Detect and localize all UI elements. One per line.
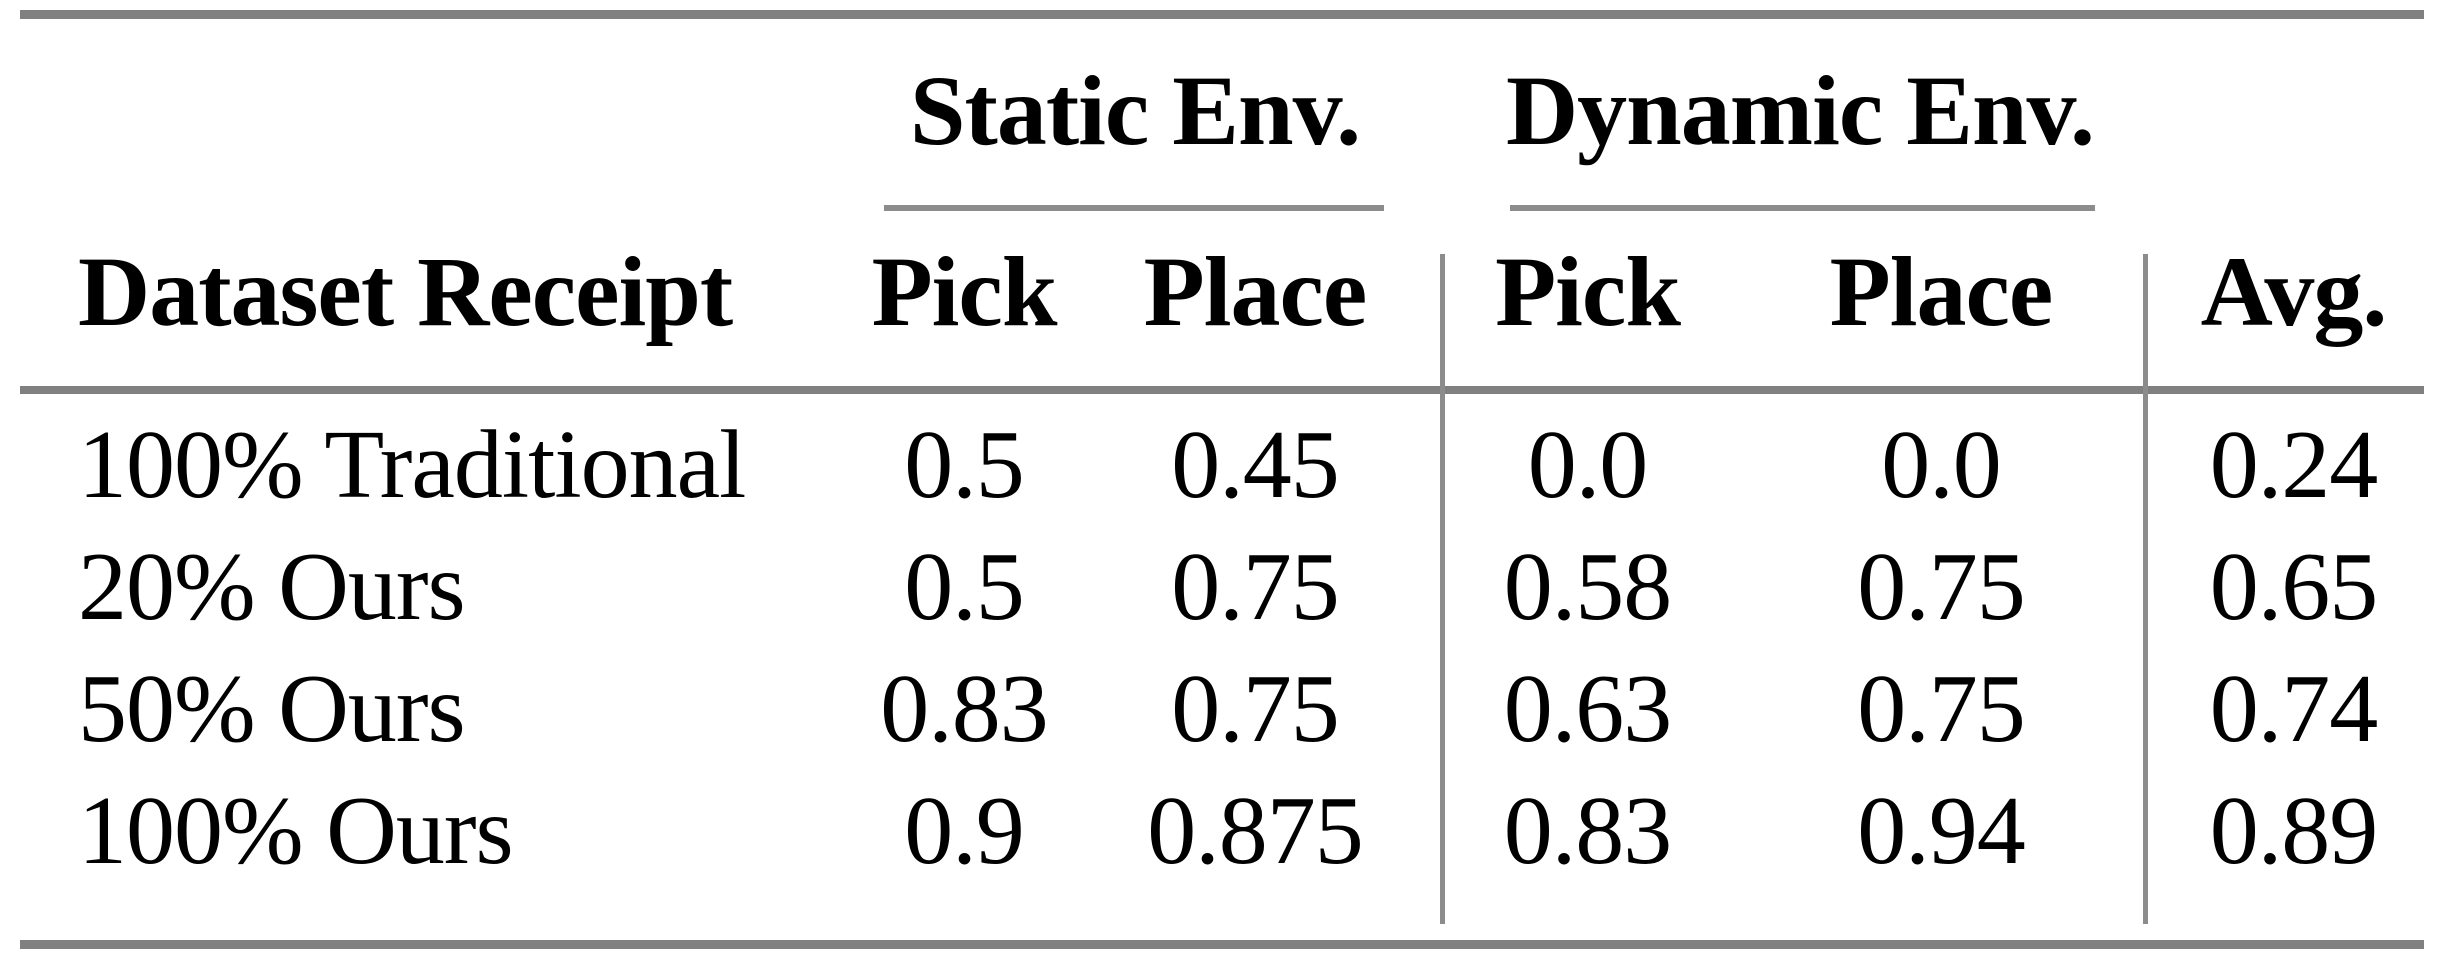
cell-static-place: 0.45 (1171, 411, 1340, 519)
row-label: 50% Ours (78, 655, 466, 763)
column-header-avg: Avg. (2200, 235, 2388, 347)
cell-avg: 0.24 (2209, 411, 2379, 519)
cell-dynamic-place: 0.75 (1857, 533, 2026, 641)
row-label: 100% Ours (78, 777, 514, 885)
cmidrule-static-env (884, 205, 1384, 211)
vertical-rule-dynamic-avg (2143, 254, 2148, 924)
column-header-dynamic-place: Place (1829, 235, 2054, 347)
column-header-row: Dataset Receipt Pick Place Pick Place Av… (0, 216, 2440, 366)
column-header-static-pick: Pick (871, 235, 1058, 347)
cell-dynamic-pick: 0.83 (1503, 777, 1673, 885)
table-bottom-rule (20, 940, 2424, 949)
column-header-dataset-receipt: Dataset Receipt (78, 235, 733, 347)
cell-static-place: 0.75 (1171, 533, 1340, 641)
cell-dynamic-place: 0.75 (1857, 655, 2026, 763)
cell-dynamic-pick: 0.63 (1503, 655, 1673, 763)
table-row: 100% Traditional 0.5 0.45 0.0 0.0 0.24 (0, 404, 2440, 526)
column-header-dynamic-pick: Pick (1495, 235, 1681, 347)
cell-dynamic-place: 0.0 (1881, 411, 2002, 519)
group-header-row: Static Env. Dynamic Env. (0, 30, 2440, 190)
row-label: 20% Ours (78, 533, 466, 641)
table-row: 50% Ours 0.83 0.75 0.63 0.75 0.74 (0, 648, 2440, 770)
cell-static-pick: 0.83 (880, 655, 1049, 763)
cell-static-pick: 0.5 (904, 533, 1025, 641)
cell-dynamic-place: 0.94 (1857, 777, 2026, 885)
row-label: 100% Traditional (78, 411, 746, 519)
table-body: 100% Traditional 0.5 0.45 0.0 0.0 0.24 2… (0, 404, 2440, 892)
cmidrule-dynamic-env (1510, 205, 2095, 211)
cell-dynamic-pick: 0.58 (1503, 533, 1673, 641)
vertical-rule-static-dynamic (1440, 254, 1445, 924)
cell-static-place: 0.875 (1147, 777, 1364, 885)
table-row: 20% Ours 0.5 0.75 0.58 0.75 0.65 (0, 526, 2440, 648)
group-header-static-env: Static Env. (909, 54, 1361, 166)
table-top-rule (20, 10, 2424, 19)
cell-avg: 0.65 (2209, 533, 2379, 641)
table-row: 100% Ours 0.9 0.875 0.83 0.94 0.89 (0, 770, 2440, 892)
cell-static-pick: 0.9 (904, 777, 1025, 885)
cell-static-place: 0.75 (1171, 655, 1340, 763)
cell-avg: 0.89 (2209, 777, 2379, 885)
cell-dynamic-pick: 0.0 (1527, 411, 1649, 519)
cell-avg: 0.74 (2209, 655, 2379, 763)
table-header-rule (20, 386, 2424, 394)
group-header-dynamic-env: Dynamic Env. (1505, 54, 2095, 166)
cell-static-pick: 0.5 (904, 411, 1025, 519)
column-header-static-place: Place (1143, 235, 1368, 347)
